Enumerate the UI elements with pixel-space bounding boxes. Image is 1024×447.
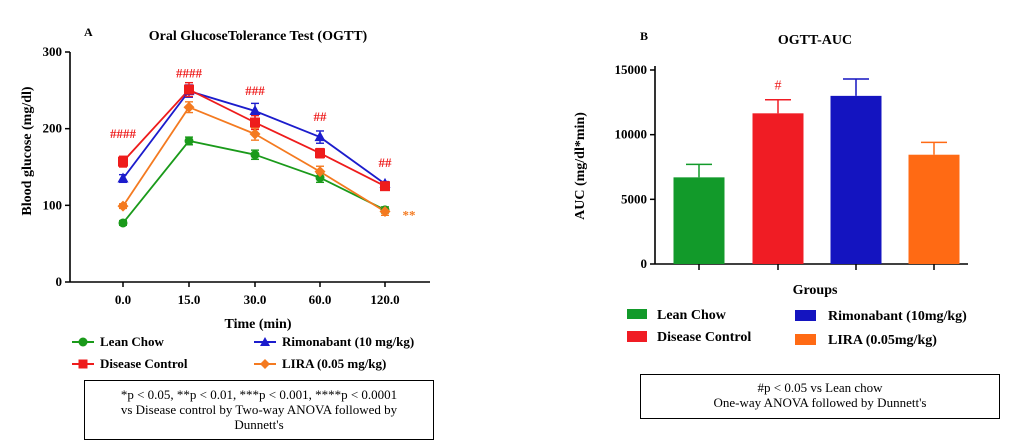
y-tick-label: 200	[43, 121, 63, 136]
chart-b-y-ticks: 0 5000 10000 15000	[615, 62, 655, 271]
note-line: Dunnett's	[234, 417, 284, 432]
legend-a-item-lean-chow: Lean Chow	[72, 334, 165, 349]
panel-a-statistics-note: *p < 0.05, **p < 0.01, ***p < 0.001, ***…	[84, 380, 434, 440]
significance-annotation: ####	[110, 126, 137, 141]
data-point-lira-0-05-mg-kg	[314, 166, 326, 178]
chart-b-title: OGTT-AUC	[778, 33, 852, 48]
note-line: One-way ANOVA followed by Dunnett's	[713, 395, 927, 410]
chart-b-legend: Lean Chow Rimonabant (10mg/kg) Disease C…	[627, 308, 967, 348]
data-point-disease-control	[380, 181, 390, 192]
legend-a-label: LIRA (0.05 mg/kg)	[282, 356, 386, 371]
bar-lean-chow	[673, 177, 725, 264]
y-tick-label: 5000	[621, 191, 647, 206]
data-point-lira-0-05-mg-kg	[183, 101, 195, 113]
significance-annotation: ###	[245, 83, 265, 98]
significance-annotation: **	[403, 207, 416, 222]
data-point-disease-control	[315, 148, 325, 159]
data-point-lira-0-05-mg-kg	[117, 200, 129, 212]
data-point-lean-chow	[184, 136, 194, 146]
x-tick-label: 120.0	[370, 292, 399, 307]
panel-a: A Oral GlucoseTolerance Test (OGTT) Bloo…	[20, 25, 430, 371]
x-tick-label: 15.0	[178, 292, 201, 307]
data-point-rimonabant-10-mg-kg	[249, 105, 261, 116]
chart-a-markers	[117, 84, 391, 228]
data-point-lean-chow	[315, 173, 325, 183]
data-point-lean-chow	[250, 150, 260, 160]
chart-a-y-ticks: 0 100 200 300	[43, 44, 70, 289]
chart-b-xlabel: Groups	[793, 283, 838, 298]
data-point-disease-control	[184, 84, 194, 95]
bar-disease-control	[752, 113, 804, 265]
y-tick-label: 10000	[615, 127, 648, 142]
chart-b-x-ticks	[698, 264, 935, 270]
chart-b-ylabel: AUC (mg/dl*min)	[573, 112, 588, 220]
chart-b-error-bars	[686, 78, 947, 178]
significance-annotation: ##	[314, 109, 328, 124]
triangle-marker-icon	[260, 337, 270, 346]
y-tick-label: 0	[641, 256, 648, 271]
x-tick-label: 0.0	[115, 292, 131, 307]
significance-annotation: ####	[176, 65, 203, 80]
panel-b-statistics-note: #p < 0.05 vs Lean chow One-way ANOVA fol…	[640, 374, 1000, 419]
chart-b-bars	[673, 95, 960, 265]
circle-marker-icon	[78, 337, 88, 347]
significance-annotation: ##	[379, 155, 393, 170]
note-line: *p < 0.05, **p < 0.01, ***p < 0.001, ***…	[120, 387, 398, 402]
y-tick-label: 100	[43, 197, 63, 212]
data-point-lira-0-05-mg-kg	[249, 128, 261, 140]
legend-b-label: Disease Control	[657, 330, 751, 345]
bar-lira-0-05mg-kg	[908, 154, 960, 264]
legend-swatch-icon	[795, 334, 816, 345]
chart-a-legend: Lean Chow Rimonabant (10 mg/kg) Disease …	[72, 334, 414, 371]
legend-b-label: LIRA (0.05mg/kg)	[828, 333, 937, 348]
data-point-lean-chow	[118, 218, 128, 228]
chart-a-title: Oral GlucoseTolerance Test (OGTT)	[149, 29, 368, 44]
chart-a-ylabel: Blood glucose (mg/dl)	[20, 86, 35, 215]
legend-swatch-icon	[795, 310, 816, 321]
legend-a-label: Disease Control	[100, 356, 188, 371]
chart-a-xlabel: Time (min)	[224, 317, 291, 332]
legend-a-item-rimonabant: Rimonabant (10 mg/kg)	[254, 334, 414, 349]
data-point-disease-control	[250, 117, 260, 128]
data-point-disease-control	[118, 156, 128, 167]
data-point-rimonabant-10-mg-kg	[314, 131, 326, 142]
panel-b-letter: B	[640, 29, 648, 43]
note-line: vs Disease control by Two-way ANOVA foll…	[120, 402, 398, 417]
legend-b-label: Lean Chow	[657, 308, 727, 323]
diamond-marker-icon	[260, 359, 270, 369]
legend-swatch-icon	[627, 309, 647, 319]
data-point-lira-0-05-mg-kg	[379, 205, 391, 217]
square-marker-icon	[78, 359, 88, 369]
data-point-rimonabant-10-mg-kg	[117, 172, 129, 183]
panel-b: B OGTT-AUC AUC (mg/dl*min) Groups 0 5000 1…	[573, 29, 968, 348]
chart-b-annotations: #	[775, 79, 782, 94]
note-line: #p < 0.05 vs Lean chow	[757, 380, 883, 395]
y-tick-label: 0	[56, 274, 63, 289]
x-tick-label: 30.0	[244, 292, 267, 307]
panel-a-letter: A	[84, 25, 93, 39]
legend-swatch-icon	[627, 331, 647, 342]
legend-b-item-lira: LIRA (0.05mg/kg)	[795, 333, 937, 348]
legend-b-item-rimonabant: Rimonabant (10mg/kg)	[795, 309, 967, 324]
y-tick-label: 15000	[615, 62, 648, 77]
chart-a-annotations: ###############**	[110, 65, 416, 222]
legend-a-item-lira: LIRA (0.05 mg/kg)	[254, 356, 386, 371]
legend-a-item-disease-control: Disease Control	[72, 356, 188, 371]
significance-annotation: #	[775, 79, 782, 94]
legend-b-label: Rimonabant (10mg/kg)	[828, 309, 967, 324]
bar-rimonabant-10mg-kg	[830, 95, 882, 264]
legend-a-label: Rimonabant (10 mg/kg)	[282, 334, 414, 349]
legend-b-item-lean-chow: Lean Chow	[627, 308, 727, 323]
chart-a-x-ticks: 0.0 15.0 30.0 60.0 120.0	[115, 282, 400, 307]
y-tick-label: 300	[43, 44, 63, 59]
legend-b-item-disease-control: Disease Control	[627, 330, 751, 345]
legend-a-label: Lean Chow	[100, 334, 165, 349]
x-tick-label: 60.0	[309, 292, 332, 307]
